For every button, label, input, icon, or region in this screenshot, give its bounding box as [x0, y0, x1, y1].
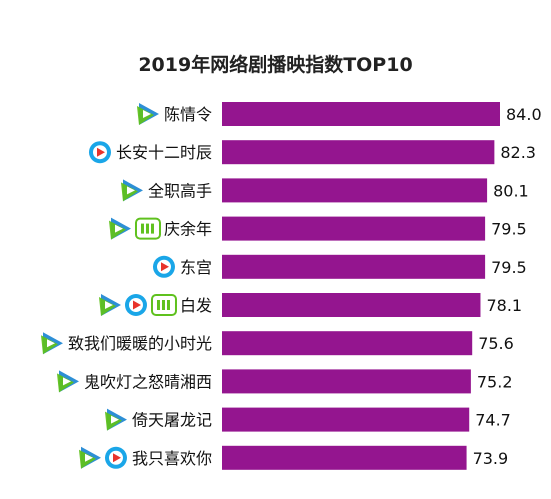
- tencent-video-icon: [98, 294, 121, 316]
- bar: [222, 445, 467, 470]
- category-label: 致我们暖暖的小时光: [68, 334, 212, 353]
- value-label: 84.0: [506, 105, 542, 124]
- category-label: 长安十二时辰: [116, 143, 212, 162]
- category-label: 陈情令: [164, 105, 212, 124]
- category-label: 白发: [180, 296, 212, 315]
- chart-title: 2019年网络剧播映指数TOP10: [138, 54, 413, 76]
- value-label: 74.7: [475, 411, 511, 430]
- bar: [222, 293, 481, 317]
- tencent-video-icon: [120, 179, 143, 202]
- bar: [222, 254, 486, 279]
- youku-icon: [152, 255, 175, 278]
- tencent-video-icon: [104, 408, 127, 431]
- youku-icon: [124, 294, 147, 316]
- tencent-video-icon: [56, 370, 79, 393]
- value-label: 78.1: [486, 296, 522, 315]
- value-label: 75.6: [478, 334, 514, 353]
- bar: [222, 178, 488, 203]
- bar: [222, 102, 500, 126]
- value-label: 80.1: [493, 181, 529, 200]
- bar: [222, 216, 486, 241]
- category-label: 全职高手: [148, 181, 212, 200]
- value-label: 75.2: [477, 372, 513, 391]
- category-label: 鬼吹灯之怒晴湘西: [84, 372, 212, 391]
- iqiyi-icon: [150, 294, 177, 316]
- tencent-video-icon: [136, 103, 159, 125]
- bar: [222, 331, 473, 356]
- tencent-video-icon: [40, 332, 63, 355]
- category-label: 东宫: [180, 258, 212, 277]
- value-label: 79.5: [491, 258, 527, 277]
- category-label: 我只喜欢你: [132, 449, 212, 468]
- bar: [222, 140, 495, 165]
- iqiyi-icon: [134, 217, 161, 240]
- category-label: 倚天屠龙记: [132, 411, 212, 430]
- value-label: 79.5: [491, 220, 527, 239]
- value-label: 82.3: [500, 143, 536, 162]
- youku-icon: [104, 446, 127, 469]
- youku-icon: [88, 141, 111, 164]
- tencent-video-icon: [108, 217, 131, 240]
- tencent-video-icon: [78, 446, 101, 469]
- value-label: 73.9: [473, 449, 509, 468]
- bar: [222, 407, 470, 432]
- bar: [222, 369, 471, 394]
- category-label: 庆余年: [164, 220, 212, 239]
